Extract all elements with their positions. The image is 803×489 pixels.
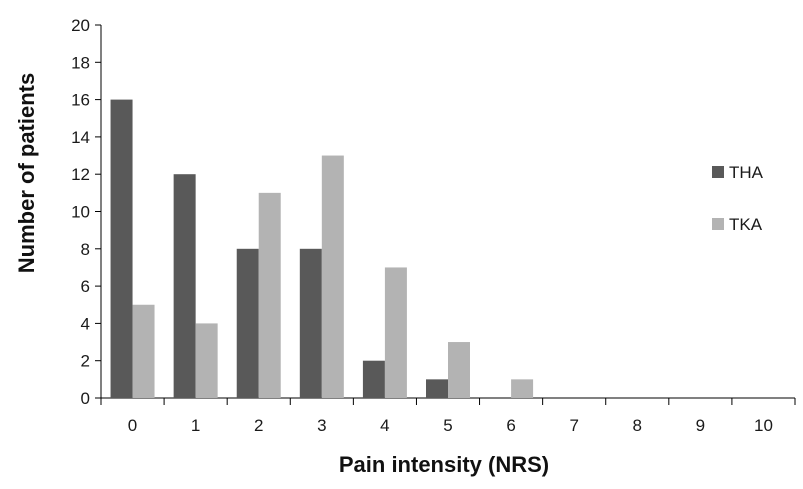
legend-swatch-tka — [712, 218, 724, 230]
x-tick-label: 0 — [128, 416, 137, 435]
x-tick-label: 3 — [317, 416, 326, 435]
legend: THA TKA — [712, 163, 764, 234]
legend-swatch-tha — [712, 166, 724, 178]
x-tick-label: 2 — [254, 416, 263, 435]
bar-tha-2 — [236, 248, 259, 398]
x-tick-label: 10 — [754, 416, 773, 435]
bar-tka-6 — [511, 379, 534, 398]
y-tick-label: 10 — [71, 203, 90, 222]
y-tick-label: 18 — [71, 53, 90, 72]
bar-tha-5 — [426, 379, 448, 398]
y-tick-label: 12 — [71, 165, 90, 184]
bar-tka-0 — [132, 304, 155, 398]
x-axis-title: Pain intensity (NRS) — [339, 452, 549, 477]
y-tick-label: 6 — [81, 277, 90, 296]
y-tick-label: 4 — [81, 314, 90, 333]
y-axis-title: Number of patients — [14, 73, 39, 273]
legend-label-tha: THA — [729, 163, 764, 182]
bar-tha-0 — [110, 99, 133, 398]
y-axis: 0 2 4 6 8 10 12 14 16 18 20 — [71, 16, 102, 408]
x-tick-label: 8 — [633, 416, 642, 435]
bar-tka-3 — [321, 155, 344, 398]
bar-tka-4 — [384, 267, 407, 398]
x-tick-label: 7 — [569, 416, 578, 435]
y-tick-label: 14 — [71, 128, 90, 147]
bar-tka-5 — [448, 342, 470, 398]
y-tick-label: 2 — [81, 352, 90, 371]
y-tick-label: 8 — [81, 240, 90, 259]
bars — [110, 99, 534, 398]
x-axis: 0 1 2 3 4 5 6 7 8 9 10 — [100, 397, 796, 435]
legend-label-tka: TKA — [729, 215, 763, 234]
y-tick-label: 0 — [81, 389, 90, 408]
y-tick-label: 20 — [71, 16, 90, 35]
y-tick-label: 16 — [71, 91, 90, 110]
bar-tha-3 — [299, 248, 322, 398]
x-tick-label: 1 — [191, 416, 200, 435]
bar-tka-1 — [195, 323, 218, 398]
bar-tka-2 — [258, 192, 281, 398]
x-tick-label: 6 — [506, 416, 515, 435]
bar-tha-1 — [173, 174, 196, 398]
x-tick-label: 9 — [696, 416, 705, 435]
x-tick-label: 5 — [443, 416, 452, 435]
bar-tha-4 — [362, 360, 385, 398]
x-tick-label: 4 — [380, 416, 389, 435]
